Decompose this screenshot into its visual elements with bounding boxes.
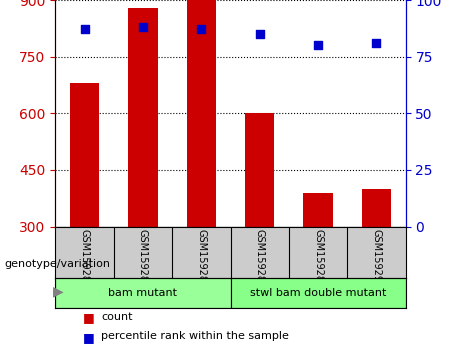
Point (373, 40, 380, 46)
Text: GSM159289: GSM159289 (313, 229, 323, 288)
Point (198, 27, 205, 32)
Bar (70, 83, 99, 227)
Text: stwl bam double mutant: stwl bam double mutant (250, 288, 386, 298)
Point (81, 27, 88, 32)
Bar (362, 189, 391, 227)
Text: ▶: ▶ (53, 284, 64, 298)
Bar (230, 278, 406, 308)
Point (139, 24, 147, 30)
Text: ■: ■ (83, 312, 95, 325)
Bar (128, 7, 158, 227)
Point (256, 31, 263, 37)
Text: genotype/variation: genotype/variation (5, 259, 111, 269)
Text: GSM159288: GSM159288 (254, 229, 265, 288)
Bar (303, 193, 333, 227)
Bar (245, 113, 274, 227)
Point (314, 42, 322, 48)
Text: ■: ■ (83, 331, 95, 344)
Text: bam mutant: bam mutant (108, 288, 177, 298)
Text: percentile rank within the sample: percentile rank within the sample (101, 331, 290, 341)
Text: GSM159287: GSM159287 (196, 229, 207, 289)
Text: GSM159285: GSM159285 (79, 229, 89, 289)
Bar (187, 0, 216, 227)
Text: GSM159290: GSM159290 (372, 229, 382, 288)
Text: count: count (101, 312, 133, 321)
Bar (55, 278, 230, 308)
Text: GSM159286: GSM159286 (138, 229, 148, 288)
